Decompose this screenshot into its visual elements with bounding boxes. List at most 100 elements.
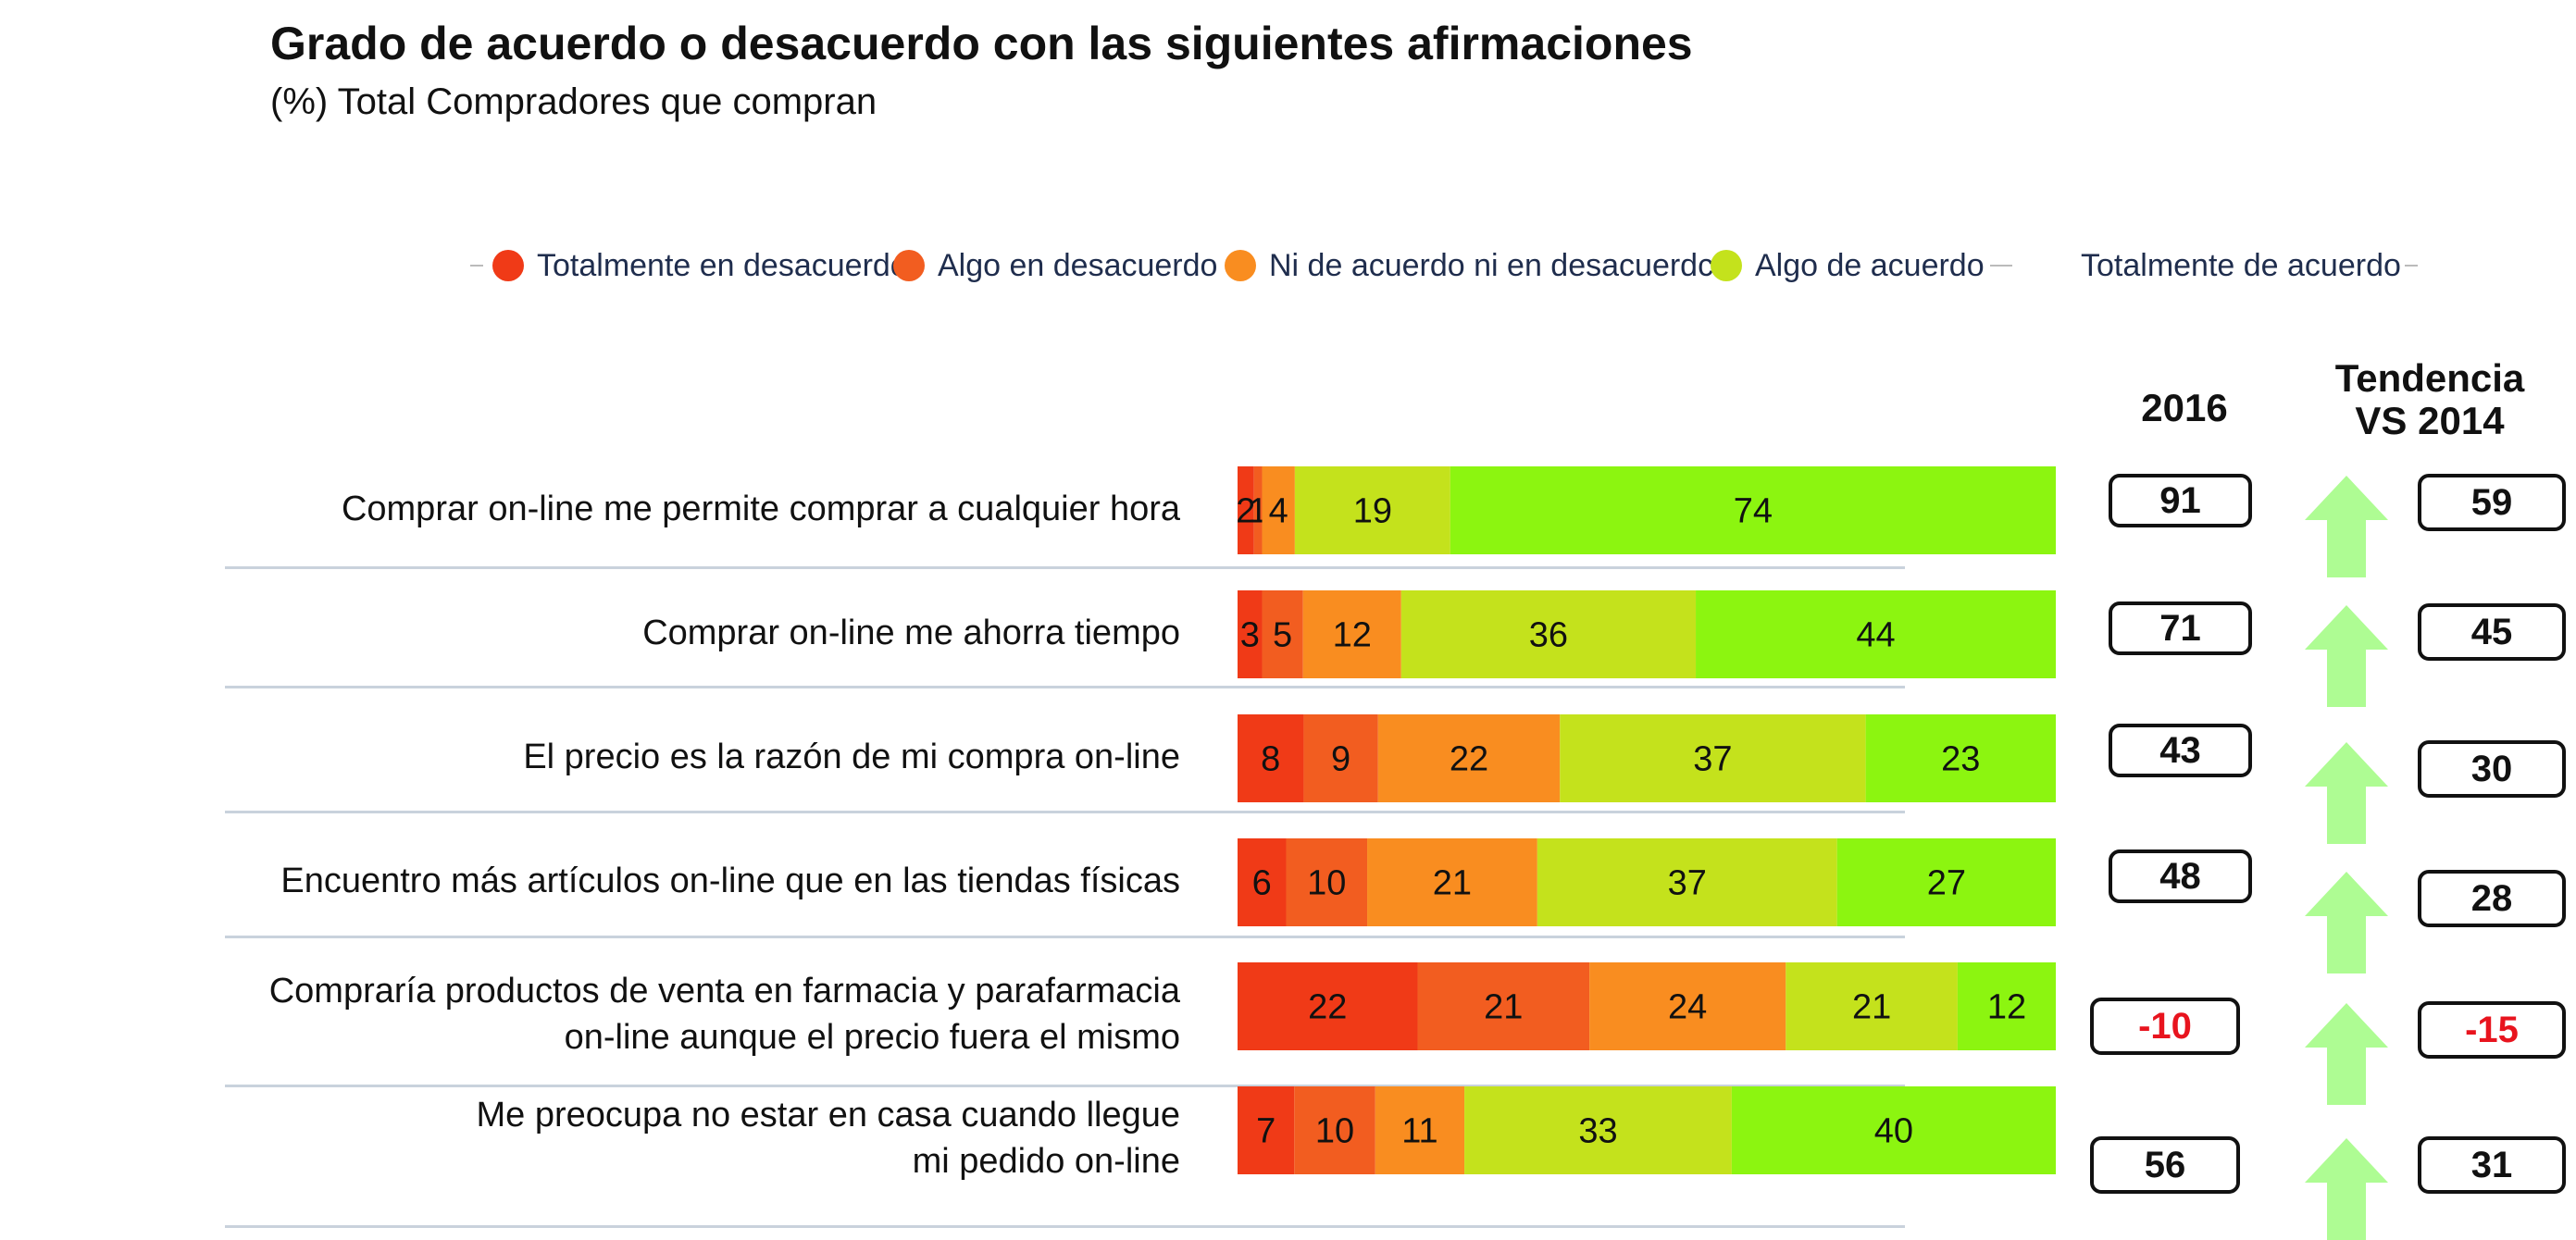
row-label: El precio es la razón de mi compra on-li…: [222, 734, 1180, 780]
row-label: Compraría productos de venta en farmacia…: [222, 968, 1180, 1060]
legend-label: Ni de acuerdo ni en desacuerdc: [1269, 247, 1714, 283]
trend-header-line2: VS 2014: [2355, 399, 2505, 442]
bar-segment: [1957, 962, 2056, 1050]
row-label-line: Encuentro más artículos on-line que en l…: [280, 861, 1180, 900]
bar-segment: [1589, 962, 1786, 1050]
trend-header-line1: Tendencia: [2334, 356, 2525, 400]
legend-swatch: [893, 250, 925, 281]
legend-item-somewhat-agree: Algo de acuerdo: [1711, 242, 2022, 289]
bar-data-label: 22: [1308, 988, 1347, 1027]
bar-data-label: 2: [1236, 492, 1255, 531]
value-2016-box: 71: [2109, 601, 2252, 655]
bar-segment: [1400, 590, 1697, 678]
bar-data-label: 4: [1269, 492, 1288, 531]
bar-data-label: 23: [1941, 740, 1980, 779]
bar-data-label: 9: [1331, 740, 1350, 779]
bar-segment: [1262, 590, 1303, 678]
bar-segment: [1836, 838, 2056, 926]
legend-swatch: [492, 250, 524, 281]
bar-segment: [1238, 838, 1287, 926]
bar-segment: [1303, 714, 1378, 802]
row-separator: [225, 1085, 1905, 1087]
legend-item-totally-disagree: Totalmente en desacuerdo: [470, 242, 908, 289]
bar-data-label: 24: [1668, 988, 1707, 1027]
bar-segment: [1786, 962, 1958, 1050]
legend-item-neutral: Ni de acuerdo ni en desacuerdc: [1225, 242, 1713, 289]
bar-segment: [1253, 466, 1263, 554]
bar-data-label: 21: [1852, 988, 1891, 1027]
bar-data-label: 10: [1307, 864, 1346, 903]
bar-segment: [1377, 714, 1561, 802]
bar-data-label: 5: [1273, 616, 1292, 655]
bar-data-label: 37: [1693, 740, 1732, 779]
row-label-line: Comprar on-line me ahorra tiempo: [642, 613, 1180, 652]
row-label-line: Me preocupa no estar en casa cuando lleg…: [476, 1096, 1180, 1135]
bar-segment: [1238, 962, 1418, 1050]
row-label-line: Compraría productos de venta en farmacia…: [268, 972, 1180, 1011]
bar-data-label: 21: [1484, 988, 1523, 1027]
bar-segment: [1560, 714, 1866, 802]
bar-data-label: 6: [1252, 864, 1272, 903]
bar-data-label: 21: [1433, 864, 1472, 903]
bar-segment: [1238, 466, 1254, 554]
bar-segment: [1731, 1086, 2056, 1174]
bar-data-label: 36: [1529, 616, 1568, 655]
bar-data-label: 3: [1240, 616, 1260, 655]
bar-data-label: 33: [1578, 1112, 1617, 1151]
legend-item-somewhat-disagree: Algo en desacuerdo: [893, 242, 1217, 289]
bar-data-label: 40: [1874, 1112, 1913, 1151]
legend-label: Totalmente de acuerdo: [2081, 247, 2401, 283]
trend-vs-2014-box: 31: [2418, 1136, 2566, 1194]
bar-segment: [1294, 1086, 1375, 1174]
bar-segment: [1286, 838, 1368, 926]
trend-up-arrow-icon: [2305, 605, 2388, 707]
legend-label: Algo de acuerdo: [1755, 247, 1985, 283]
legend: Totalmente en desacuerdo Algo en desacue…: [444, 242, 2418, 289]
row-separator: [225, 686, 1905, 688]
bar-data-label: 74: [1734, 492, 1773, 531]
legend-swatch: [1711, 250, 1742, 281]
row-label: Encuentro más artículos on-line que en l…: [222, 858, 1180, 904]
bar-data-label: 37: [1668, 864, 1707, 903]
bar-data-label: 44: [1856, 616, 1895, 655]
row-separator: [225, 566, 1905, 569]
trend-up-arrow-icon: [2305, 476, 2388, 577]
value-2016-box: -10: [2090, 998, 2240, 1055]
row-label: Comprar on-line me permite comprar a cua…: [222, 486, 1180, 532]
bar-data-label: 19: [1353, 492, 1392, 531]
value-2016-box: 91: [2109, 474, 2252, 527]
bar-segment: [1375, 1086, 1465, 1174]
trend-vs-2014-box: -15: [2418, 1001, 2566, 1059]
row-label: Comprar on-line me ahorra tiempo: [222, 610, 1180, 656]
row-label-line: El precio es la razón de mi compra on-li…: [523, 737, 1180, 776]
chart-title: Grado de acuerdo o desacuerdo con las si…: [270, 18, 1693, 69]
value-2016-box: 43: [2109, 724, 2252, 777]
bar-segment: [1417, 962, 1590, 1050]
trend-vs-2014-box: 28: [2418, 870, 2566, 927]
bar-segment: [1537, 838, 1837, 926]
bar-data-label: 22: [1450, 740, 1488, 779]
bar-segment: [1302, 590, 1401, 678]
bar-data-label: 12: [1987, 988, 2026, 1027]
bar-data-label: 27: [1927, 864, 1966, 903]
row-label-line: on-line aunque el precio fuera el mismo: [564, 1018, 1180, 1057]
bar-data-label: 12: [1333, 616, 1372, 655]
bar-segment: [1464, 1086, 1732, 1174]
bar-segment: [1294, 466, 1450, 554]
row-separator: [225, 1225, 1905, 1228]
bar-segment: [1865, 714, 2056, 802]
bar-segment: [1238, 1086, 1295, 1174]
row-label-line: mi pedido on-line: [912, 1142, 1180, 1181]
trend-vs-2014-box: 59: [2418, 474, 2566, 531]
legend-item-totally-agree: Totalmente de acuerdo: [2036, 242, 2427, 289]
legend-label: Totalmente en desacuerdo: [537, 247, 908, 283]
bar-segment: [1262, 466, 1295, 554]
bar-data-label: 10: [1315, 1112, 1354, 1151]
row-separator: [225, 811, 1905, 813]
bar-data-label: 7: [1256, 1112, 1276, 1151]
row-separator: [225, 936, 1905, 938]
bar-segment: [1450, 466, 2056, 554]
bar-segment: [1367, 838, 1537, 926]
trend-vs-2014-box: 30: [2418, 740, 2566, 798]
